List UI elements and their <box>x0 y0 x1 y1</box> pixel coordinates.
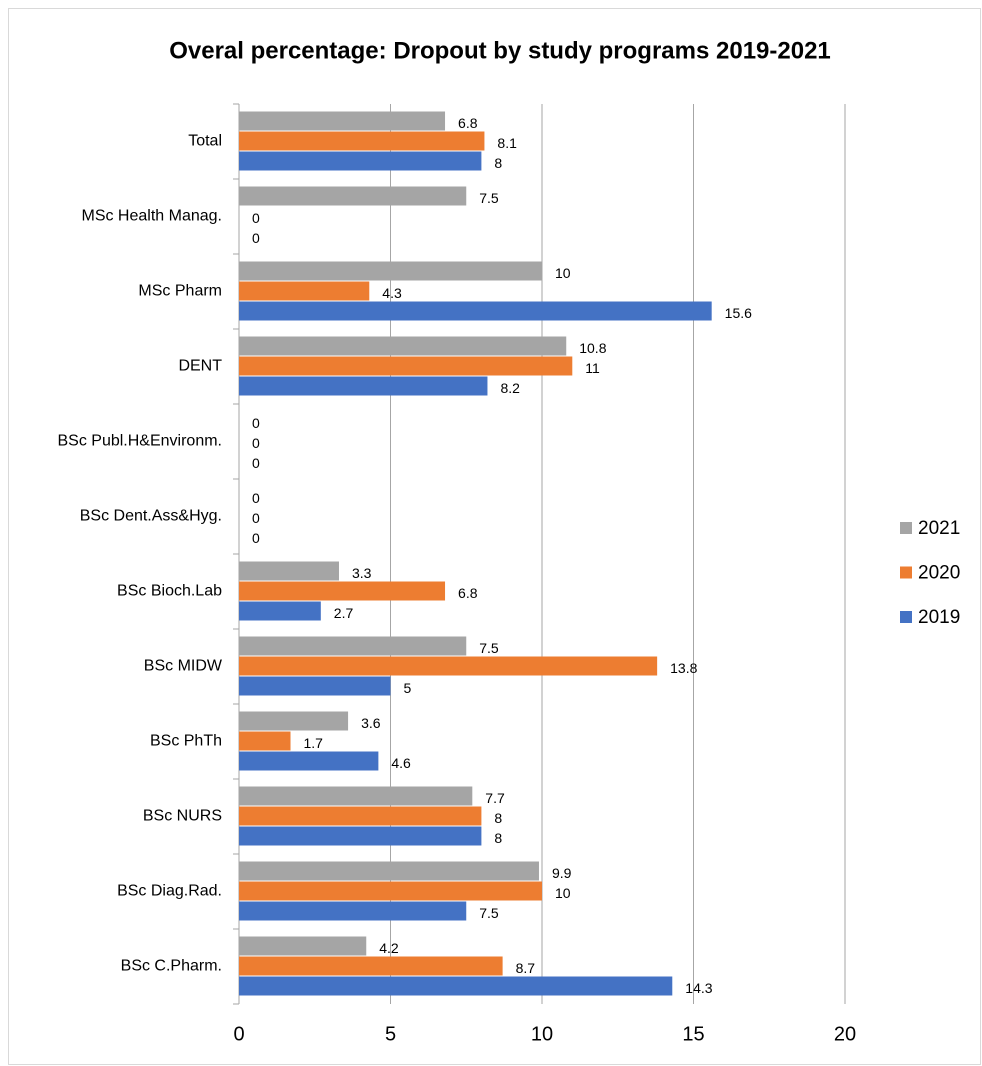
data-label: 4.6 <box>391 755 411 771</box>
x-tick-label: 20 <box>834 1023 856 1045</box>
legend-swatch <box>900 522 912 534</box>
x-tick-label: 10 <box>531 1023 553 1045</box>
bar <box>239 806 482 826</box>
y-tick-label: BSc MIDW <box>144 658 223 675</box>
y-tick-label: DENT <box>178 358 222 375</box>
bar <box>239 356 573 376</box>
bar <box>239 826 482 846</box>
data-label: 8 <box>494 810 502 826</box>
data-label: 11 <box>585 360 600 376</box>
bar <box>239 561 339 581</box>
bar <box>239 601 321 621</box>
data-label: 1.7 <box>304 735 324 751</box>
bar <box>239 676 391 696</box>
bar <box>239 111 446 131</box>
bar <box>239 861 539 881</box>
bar <box>239 376 488 396</box>
y-tick-label: BSc C.Pharm. <box>121 958 222 975</box>
chart-frame <box>8 8 981 1065</box>
data-label: 9.9 <box>552 865 572 881</box>
data-label: 7.5 <box>479 640 499 656</box>
y-tick-label: BSc Publ.H&Environm. <box>57 433 222 450</box>
bar <box>239 956 503 976</box>
chart-title: Overal percentage: Dropout by study prog… <box>169 37 831 64</box>
y-tick-label: BSc Bioch.Lab <box>117 583 222 600</box>
bar <box>239 751 379 771</box>
data-label: 7.5 <box>479 905 499 921</box>
data-label: 8.7 <box>516 960 536 976</box>
x-tick-label: 15 <box>682 1023 704 1045</box>
y-tick-label: MSc Health Manag. <box>81 208 222 225</box>
data-label: 0 <box>252 455 260 471</box>
bar <box>239 901 467 921</box>
y-tick-label: BSc Dent.Ass&Hyg. <box>80 508 222 525</box>
data-label: 0 <box>252 210 260 226</box>
data-label: 6.8 <box>458 115 478 131</box>
bar <box>239 261 542 281</box>
data-label: 8.2 <box>500 380 520 396</box>
data-label: 8.1 <box>497 135 517 151</box>
data-label: 0 <box>252 415 260 431</box>
data-label: 2.7 <box>334 605 354 621</box>
x-tick-label: 0 <box>233 1023 244 1045</box>
data-label: 0 <box>252 230 260 246</box>
bar <box>239 131 485 151</box>
data-label: 0 <box>252 530 260 546</box>
bar <box>239 731 291 751</box>
data-label: 0 <box>252 435 260 451</box>
bar <box>239 301 712 321</box>
data-label: 3.3 <box>352 565 372 581</box>
y-tick-label: MSc Pharm <box>138 283 222 300</box>
legend-label: 2019 <box>918 607 960 628</box>
data-label: 4.2 <box>379 940 399 956</box>
data-label: 8 <box>494 155 502 171</box>
bar <box>239 881 542 901</box>
x-tick-label: 5 <box>385 1023 396 1045</box>
bar <box>239 711 349 731</box>
bar <box>239 786 473 806</box>
data-label: 5 <box>404 680 412 696</box>
bar <box>239 151 482 171</box>
bar <box>239 976 673 996</box>
data-label: 7.7 <box>485 790 505 806</box>
data-label: 13.8 <box>670 660 697 676</box>
data-label: 0 <box>252 490 260 506</box>
data-label: 10 <box>555 885 571 901</box>
legend-label: 2020 <box>918 563 960 584</box>
data-label: 3.6 <box>361 715 381 731</box>
legend-label: 2021 <box>918 518 960 539</box>
data-label: 8 <box>494 830 502 846</box>
bar <box>239 186 467 206</box>
bar <box>239 281 370 301</box>
bar <box>239 581 446 601</box>
bar <box>239 636 467 656</box>
data-label: 4.3 <box>382 285 402 301</box>
data-label: 0 <box>252 510 260 526</box>
data-label: 10 <box>555 265 571 281</box>
y-tick-label: BSc NURS <box>143 808 222 825</box>
bar <box>239 336 567 356</box>
data-label: 14.3 <box>685 980 712 996</box>
data-label: 6.8 <box>458 585 478 601</box>
data-label: 15.6 <box>725 305 752 321</box>
y-tick-label: BSc PhTh <box>150 733 222 750</box>
legend-swatch <box>900 566 912 579</box>
bar <box>239 936 367 956</box>
y-tick-label: Total <box>188 133 222 150</box>
y-tick-label: BSc Diag.Rad. <box>117 883 222 900</box>
data-label: 7.5 <box>479 190 499 206</box>
legend-swatch <box>900 611 912 623</box>
data-label: 10.8 <box>579 340 606 356</box>
bar <box>239 656 658 676</box>
